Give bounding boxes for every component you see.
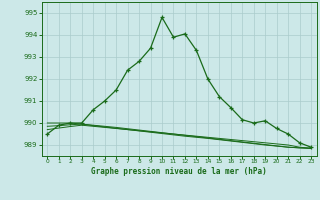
X-axis label: Graphe pression niveau de la mer (hPa): Graphe pression niveau de la mer (hPa) [91, 167, 267, 176]
